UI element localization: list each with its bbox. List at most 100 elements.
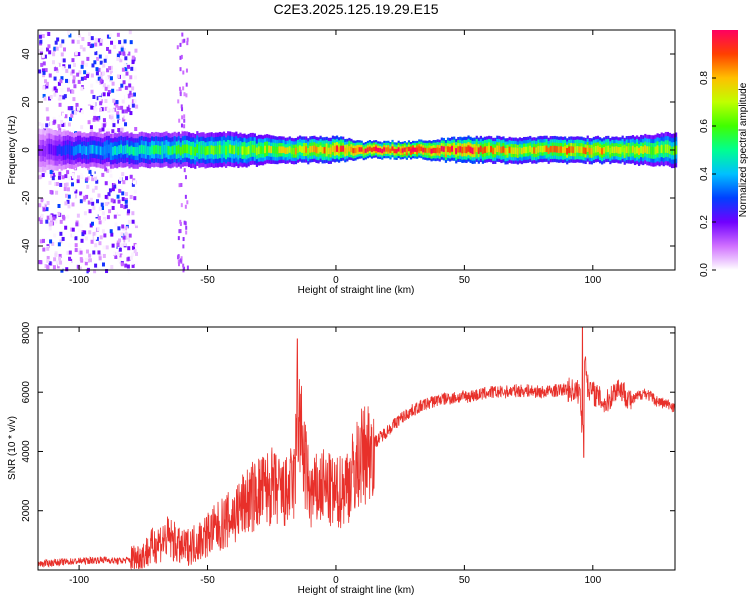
spectrogram-cell bbox=[50, 173, 54, 178]
spectrogram-cell bbox=[533, 146, 536, 154]
spectrogram-cell bbox=[94, 107, 98, 112]
spectrogram-cell bbox=[71, 232, 75, 237]
spectrogram-cell bbox=[477, 147, 480, 154]
spectrogram-cell bbox=[551, 145, 554, 153]
spectrogram-cell bbox=[53, 119, 57, 124]
spectrogram-cell bbox=[105, 245, 109, 250]
colorbar: 0.0 0.2 0.4 0.6 0.8 Normalized spectral ampl… bbox=[699, 30, 749, 277]
spectrogram-cell bbox=[61, 175, 65, 180]
spectrogram-cell bbox=[69, 106, 73, 111]
spectrogram-cell bbox=[61, 112, 65, 117]
spectrogram-cell bbox=[52, 116, 56, 121]
spectrogram-cell bbox=[106, 128, 110, 133]
spectrogram-cell bbox=[71, 172, 75, 177]
spectrogram-cell bbox=[619, 147, 622, 154]
spectrogram-cell bbox=[72, 75, 76, 80]
spectrogram-cell bbox=[104, 202, 108, 207]
spectrogram-cell bbox=[104, 106, 108, 111]
spectrogram-cell bbox=[520, 147, 524, 155]
spectrogram-cell bbox=[131, 219, 135, 224]
spectrogram-cell bbox=[103, 216, 107, 221]
spectrogram-cell bbox=[257, 146, 261, 155]
spectrogram-cell bbox=[70, 182, 74, 187]
spectrogram-y-label: Frequency (Hz) bbox=[7, 116, 18, 185]
spectrogram-y-tick-label: 20 bbox=[21, 96, 32, 108]
spectrogram-cell bbox=[448, 146, 452, 153]
spectrogram-cell bbox=[613, 146, 616, 154]
spectrogram-cell bbox=[590, 148, 593, 155]
spectrogram-cell bbox=[95, 145, 98, 155]
spectrogram-cell bbox=[566, 148, 569, 155]
spectrogram-cell bbox=[41, 238, 45, 243]
spectrogram-cell bbox=[39, 31, 43, 36]
spectrogram-cell bbox=[112, 123, 116, 128]
spectrogram-cell bbox=[59, 239, 63, 244]
spectrogram-cell bbox=[48, 143, 51, 155]
spectrogram-cell bbox=[625, 146, 628, 154]
spectrogram-cell bbox=[44, 79, 48, 84]
spectrogram-cell bbox=[124, 67, 128, 72]
spectrogram-cell bbox=[132, 178, 136, 183]
spectrogram-cell bbox=[87, 42, 91, 47]
spectrogram-cell bbox=[131, 103, 135, 108]
colorbar-label: Normalized spectral amplitude bbox=[738, 82, 749, 217]
spectrogram-cell bbox=[108, 66, 112, 71]
spectrogram-cell bbox=[54, 252, 58, 257]
spectrogram-cell bbox=[490, 145, 493, 153]
spectrogram-cell bbox=[233, 145, 236, 155]
spectrogram-cell bbox=[97, 43, 101, 48]
spectrogram-marks bbox=[38, 30, 678, 274]
snr-frame bbox=[37, 326, 676, 571]
spectrogram-cell bbox=[98, 54, 102, 59]
spectrogram-y-tick-label: 40 bbox=[21, 48, 32, 60]
spectrogram-cell bbox=[111, 72, 115, 77]
spectrogram-cell bbox=[84, 261, 88, 266]
spectrogram-cell bbox=[99, 75, 103, 80]
spectrogram-cell bbox=[133, 75, 137, 80]
spectrogram-cell bbox=[60, 76, 64, 81]
spectrogram-cell bbox=[97, 145, 100, 155]
spectrogram-cell bbox=[49, 94, 53, 99]
spectrogram-cell bbox=[88, 169, 92, 174]
spectrogram-cell bbox=[91, 144, 94, 154]
spectrogram-cell bbox=[436, 147, 439, 153]
spectrogram-cell bbox=[118, 119, 122, 124]
spectrogram-cell bbox=[128, 30, 132, 35]
snr-y-tick-label: 8000 bbox=[21, 321, 32, 344]
spectrogram-cell bbox=[80, 238, 84, 243]
spectrogram-cell bbox=[74, 189, 78, 194]
spectrogram-cell bbox=[251, 144, 254, 153]
spectrogram-cell bbox=[650, 146, 653, 155]
spectrogram-cell bbox=[55, 182, 59, 187]
spectrogram-cell bbox=[243, 145, 246, 155]
spectrogram-cell bbox=[61, 236, 65, 241]
spectrogram-cell bbox=[96, 199, 100, 204]
spectrogram-cell bbox=[210, 145, 213, 155]
spectrogram-cell bbox=[383, 147, 386, 152]
spectrogram-cell bbox=[183, 266, 186, 271]
spectrogram-cell bbox=[57, 62, 61, 67]
spectrogram-cell bbox=[652, 147, 655, 155]
spectrogram-cell bbox=[91, 177, 95, 182]
spectrogram-cell bbox=[125, 71, 129, 76]
spectrogram-cell bbox=[424, 147, 427, 153]
spectrogram-cell bbox=[48, 50, 52, 55]
spectrogram-x-label: Height of straight line (km) bbox=[298, 285, 415, 296]
spectrogram-cell bbox=[72, 187, 76, 192]
spectrogram-cell bbox=[105, 76, 109, 81]
spectrogram-cell bbox=[74, 248, 78, 253]
spectrogram-cell bbox=[101, 146, 104, 156]
spectrogram-cell bbox=[71, 202, 75, 207]
spectrogram-cell bbox=[116, 114, 120, 119]
spectrogram-cell bbox=[49, 216, 53, 221]
spectrogram-cell bbox=[157, 145, 160, 155]
spectrogram-cell bbox=[179, 219, 182, 224]
spectrogram-cell bbox=[90, 129, 94, 134]
spectrogram-cell bbox=[672, 146, 676, 156]
spectrogram-cell bbox=[72, 62, 76, 67]
spectrogram-cell bbox=[183, 92, 186, 97]
spectrogram-cell bbox=[568, 146, 571, 154]
spectrogram-cell bbox=[182, 263, 185, 268]
spectrogram-cell bbox=[67, 194, 71, 199]
spectrogram-cell bbox=[113, 107, 117, 112]
